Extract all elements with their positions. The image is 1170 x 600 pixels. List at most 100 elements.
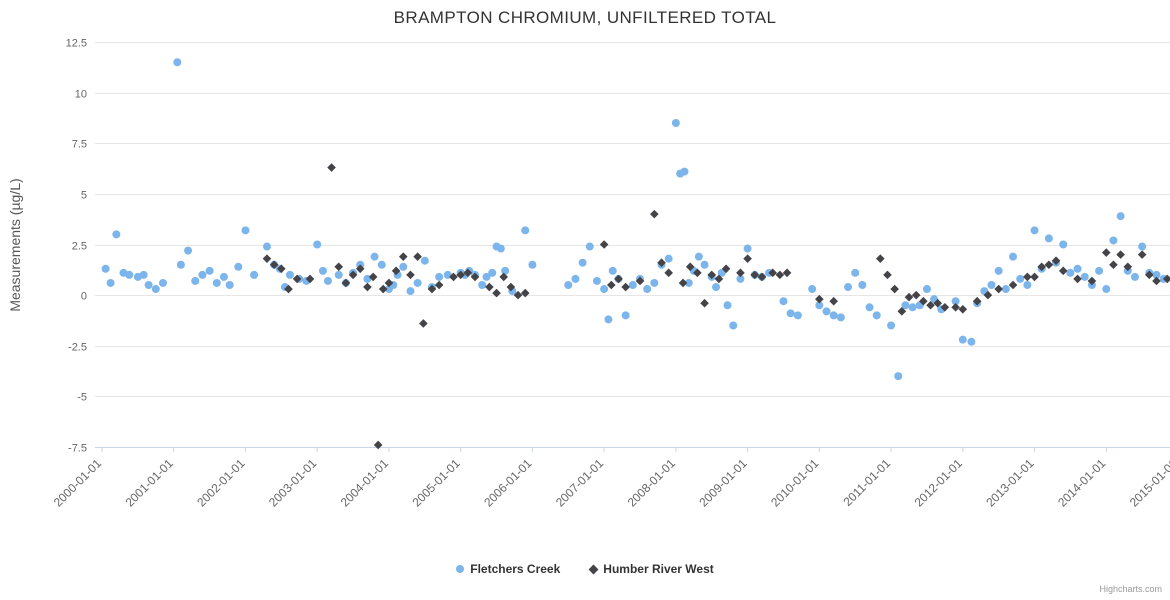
data-point-series-1[interactable] [1116, 250, 1125, 259]
data-point-series-1[interactable] [499, 272, 509, 282]
data-point-series-1[interactable] [262, 254, 272, 263]
data-point-series-1[interactable] [456, 270, 465, 280]
data-point-series-0[interactable] [680, 167, 689, 176]
data-point-series-1[interactable] [449, 272, 458, 282]
data-point-series-1[interactable] [269, 260, 279, 270]
data-point-series-0[interactable] [922, 285, 931, 294]
data-point-series-1[interactable] [614, 274, 623, 284]
data-point-series-0[interactable] [736, 274, 745, 283]
data-point-series-1[interactable] [373, 440, 383, 450]
data-point-series-1[interactable] [427, 284, 437, 294]
data-point-series-0[interactable] [482, 272, 491, 281]
data-point-series-1[interactable] [520, 288, 530, 298]
data-point-series-0[interactable] [851, 268, 860, 277]
data-point-series-1[interactable] [700, 298, 709, 308]
data-point-series-0[interactable] [664, 254, 673, 263]
data-point-series-1[interactable] [883, 270, 892, 280]
data-point-series-1[interactable] [1073, 274, 1082, 284]
data-point-series-0[interactable] [1001, 285, 1010, 294]
data-point-series-1[interactable] [384, 278, 394, 288]
data-point-series-0[interactable] [1059, 240, 1068, 249]
data-point-series-1[interactable] [1058, 266, 1068, 276]
data-point-series-0[interactable] [521, 226, 530, 235]
highcharts-credit[interactable]: Highcharts.com [1099, 584, 1162, 594]
data-point-series-0[interactable] [212, 278, 221, 287]
data-point-series-1[interactable] [406, 270, 415, 280]
data-point-series-0[interactable] [318, 266, 327, 275]
data-point-series-1[interactable] [327, 163, 336, 172]
data-point-series-1[interactable] [678, 278, 688, 288]
data-point-series-0[interactable] [822, 307, 831, 316]
data-point-series-1[interactable] [506, 282, 516, 292]
data-point-series-0[interactable] [585, 242, 594, 251]
data-point-series-0[interactable] [176, 260, 185, 269]
data-point-series-1[interactable] [757, 272, 767, 282]
data-point-series-0[interactable] [173, 58, 182, 67]
data-point-series-1[interactable] [926, 300, 935, 310]
data-point-series-0[interactable] [865, 303, 874, 312]
data-point-series-0[interactable] [571, 274, 580, 283]
data-point-series-0[interactable] [112, 230, 121, 239]
data-point-series-1[interactable] [743, 254, 752, 263]
data-point-series-0[interactable] [592, 276, 601, 285]
data-point-series-0[interactable] [858, 281, 867, 289]
data-point-series-0[interactable] [608, 266, 617, 275]
data-point-series-1[interactable] [714, 274, 724, 284]
data-point-series-1[interactable] [1044, 260, 1054, 270]
data-point-series-0[interactable] [528, 260, 537, 269]
data-point-series-0[interactable] [1016, 274, 1025, 283]
data-point-series-1[interactable] [607, 280, 616, 290]
data-point-series-0[interactable] [139, 270, 148, 279]
data-point-series-0[interactable] [578, 258, 587, 267]
data-point-series-0[interactable] [250, 270, 259, 279]
data-point-series-1[interactable] [348, 270, 358, 280]
data-point-series-0[interactable] [205, 266, 214, 275]
data-point-series-0[interactable] [198, 270, 207, 279]
data-point-series-0[interactable] [323, 276, 332, 285]
data-point-series-1[interactable] [277, 264, 286, 274]
data-point-series-0[interactable] [872, 311, 881, 320]
data-point-series-0[interactable] [894, 372, 903, 381]
data-point-series-0[interactable] [435, 272, 444, 281]
data-point-series-0[interactable] [621, 311, 630, 320]
data-point-series-0[interactable] [262, 242, 271, 251]
data-point-series-0[interactable] [191, 276, 200, 285]
data-point-series-0[interactable] [967, 337, 976, 346]
data-point-series-0[interactable] [1044, 234, 1053, 243]
data-point-series-1[interactable] [1123, 262, 1133, 272]
data-point-series-1[interactable] [398, 252, 408, 261]
data-point-series-0[interactable] [225, 281, 234, 289]
data-point-series-1[interactable] [391, 266, 401, 276]
data-point-series-1[interactable] [994, 284, 1003, 294]
data-point-series-0[interactable] [101, 264, 110, 273]
data-point-series-0[interactable] [958, 335, 967, 344]
data-point-series-1[interactable] [1087, 276, 1097, 286]
data-point-series-1[interactable] [876, 254, 885, 263]
data-point-series-0[interactable] [496, 244, 505, 253]
data-point-series-1[interactable] [897, 307, 907, 316]
data-point-series-1[interactable] [782, 268, 792, 278]
data-point-series-0[interactable] [1073, 264, 1082, 273]
data-point-series-1[interactable] [951, 302, 960, 312]
data-point-series-1[interactable] [368, 272, 378, 282]
data-point-series-0[interactable] [158, 278, 167, 287]
data-point-series-1[interactable] [1137, 250, 1147, 259]
data-point-series-0[interactable] [643, 285, 652, 294]
data-point-series-0[interactable] [478, 281, 487, 289]
data-point-series-1[interactable] [413, 252, 422, 261]
data-point-series-0[interactable] [815, 301, 824, 310]
data-point-series-1[interactable] [890, 284, 899, 294]
data-point-series-0[interactable] [151, 285, 160, 294]
data-point-series-0[interactable] [723, 301, 732, 310]
data-point-series-0[interactable] [650, 278, 659, 287]
data-point-series-1[interactable] [1152, 276, 1161, 286]
data-point-series-0[interactable] [951, 297, 960, 306]
data-point-series-0[interactable] [671, 119, 680, 127]
data-point-series-0[interactable] [406, 287, 415, 296]
data-point-series-0[interactable] [729, 321, 738, 330]
data-point-series-0[interactable] [241, 226, 250, 235]
data-point-series-1[interactable] [485, 282, 494, 292]
data-point-series-0[interactable] [1130, 272, 1139, 281]
data-point-series-1[interactable] [650, 209, 659, 219]
data-point-series-0[interactable] [628, 281, 637, 289]
